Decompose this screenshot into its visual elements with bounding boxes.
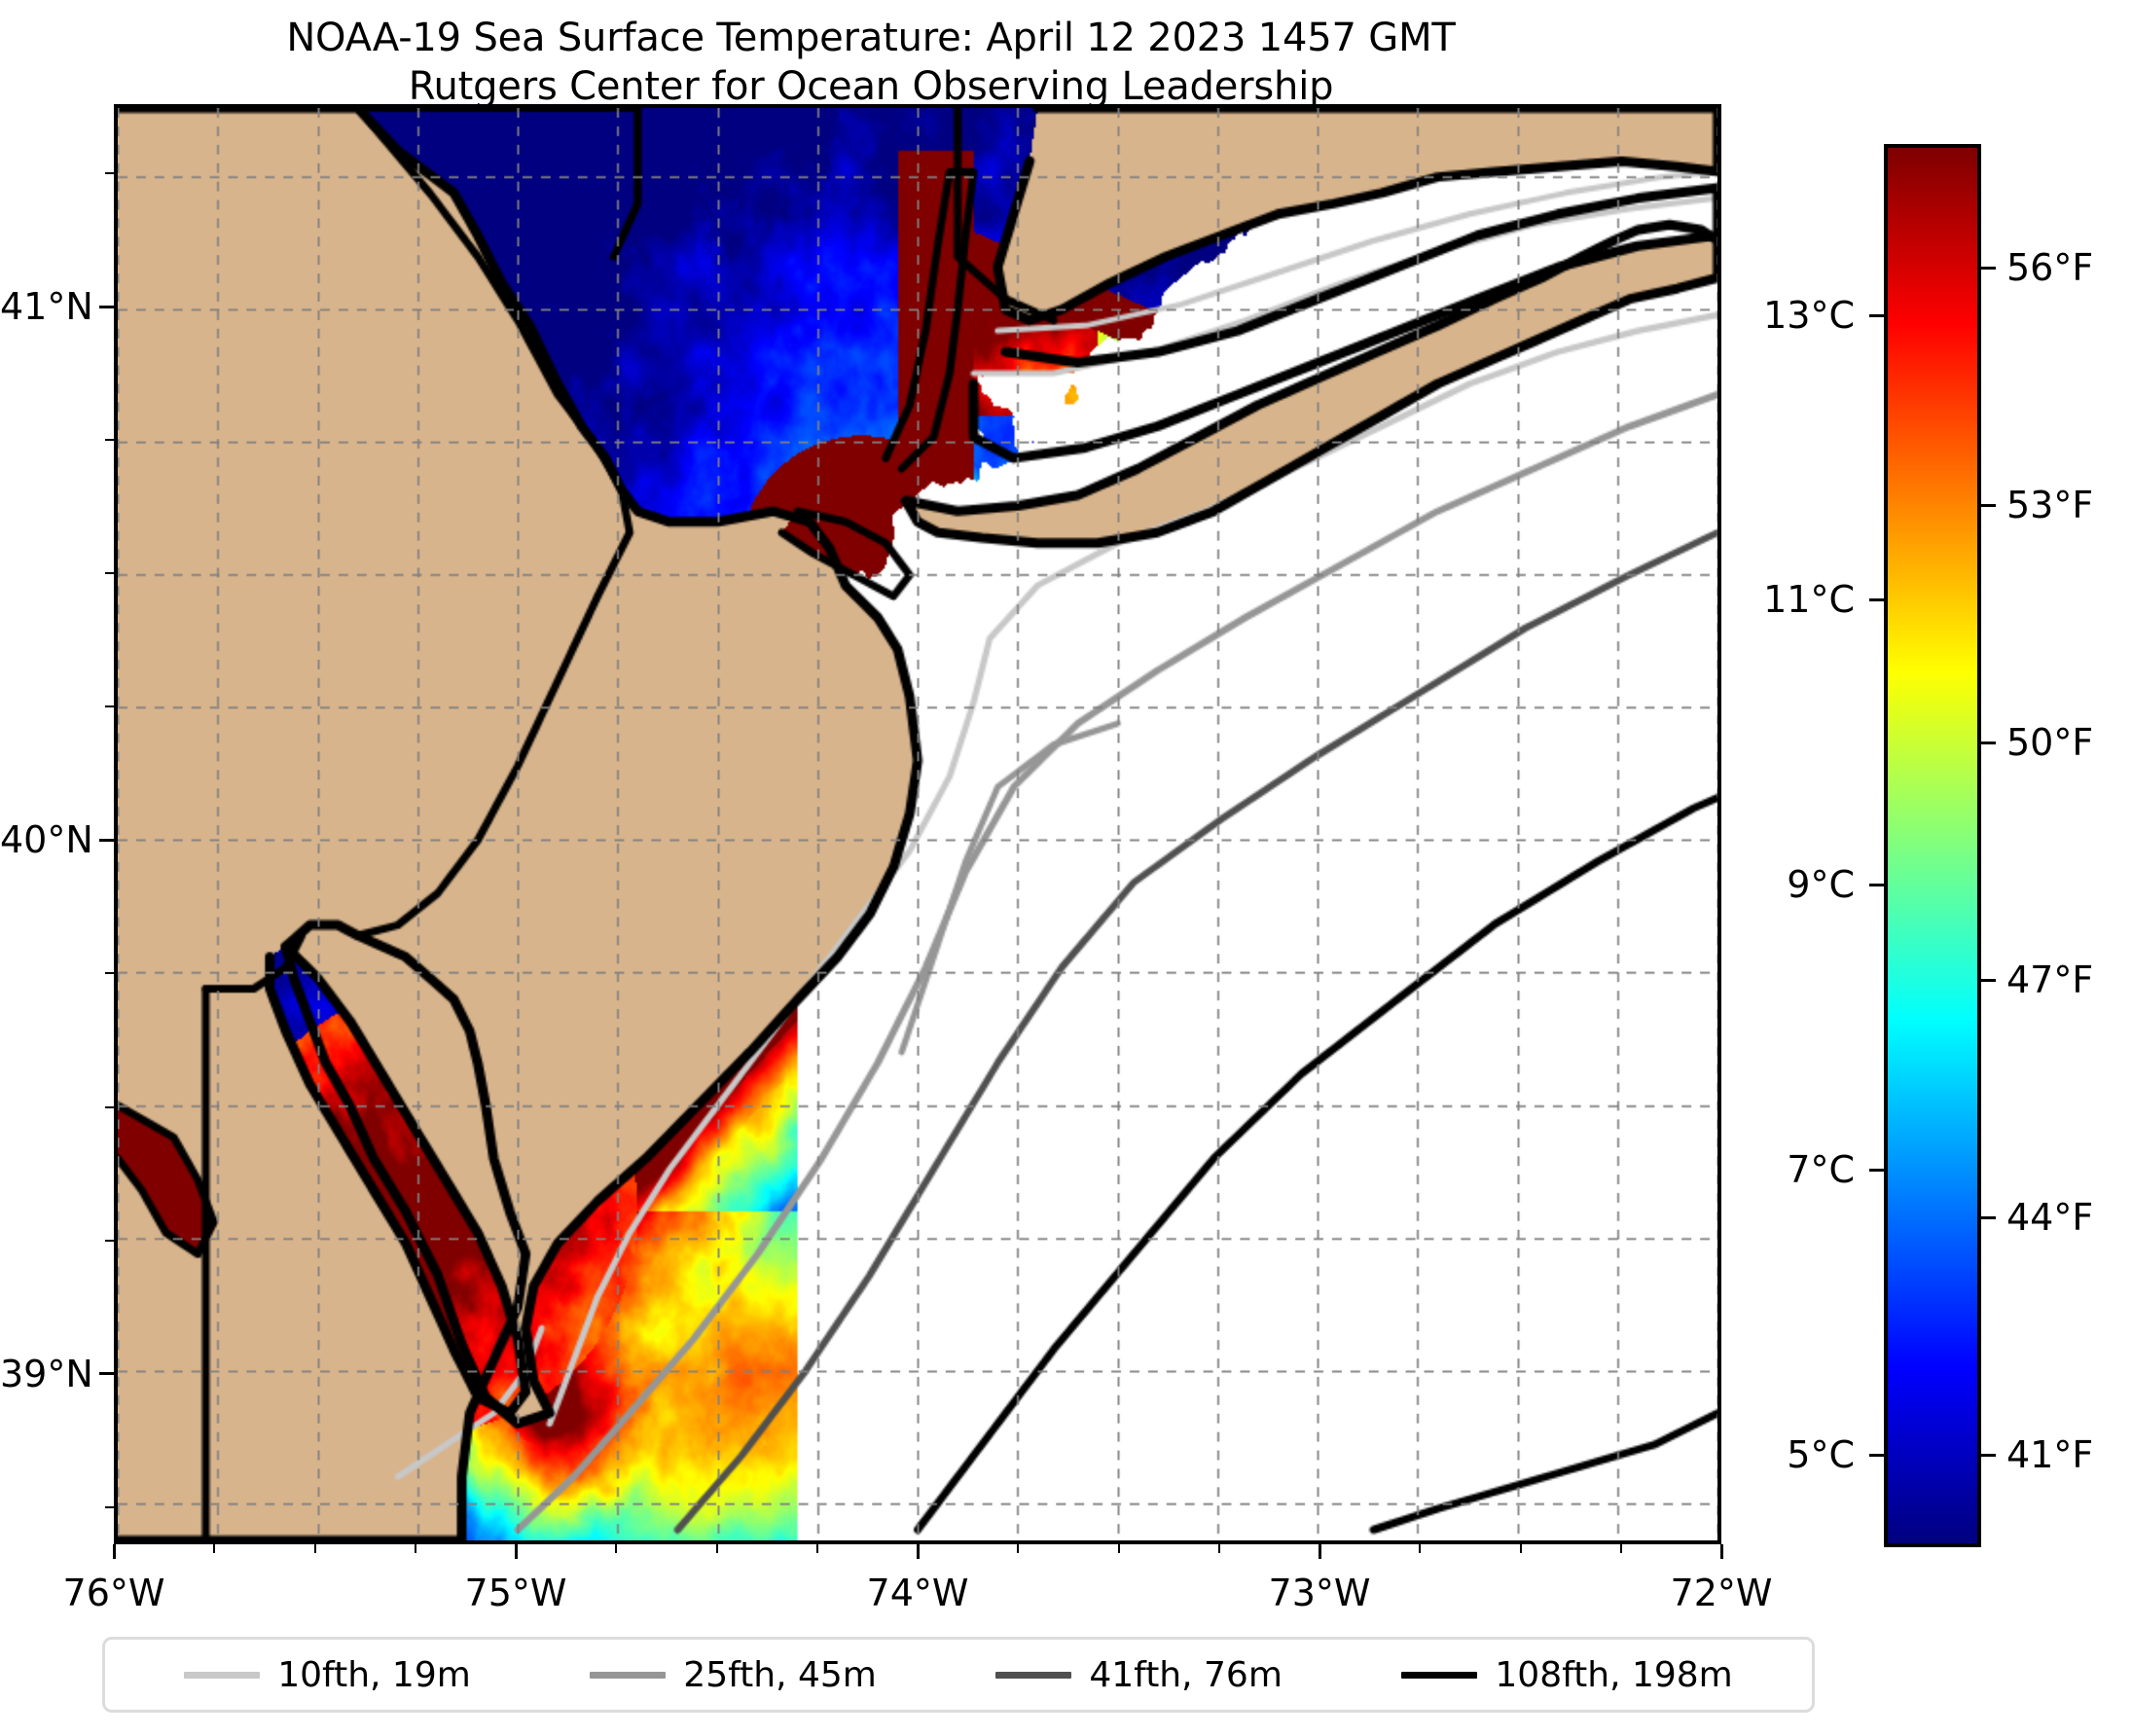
- colorbar-tick-celsius: [1869, 884, 1884, 887]
- colorbar-label-fahrenheit: 44°F: [2006, 1195, 2094, 1239]
- x-axis-tick-minor: [1017, 1544, 1020, 1553]
- isobath-line-swatch: [1401, 1671, 1478, 1679]
- x-axis-tick-major: [1318, 1544, 1321, 1559]
- colorbar-tick-fahrenheit: [1981, 1215, 1996, 1219]
- legend-entry: 10fth, 19m: [184, 1655, 471, 1695]
- y-axis-tick-minor: [105, 705, 114, 708]
- y-axis-tick-minor: [105, 1105, 114, 1108]
- isobath-line-swatch: [995, 1671, 1072, 1679]
- legend-entry: 41fth, 76m: [995, 1655, 1283, 1695]
- colorbar-label-celsius: 5°C: [1787, 1432, 1855, 1476]
- colorbar-tick-celsius: [1869, 1169, 1884, 1173]
- y-axis-tick-minor: [105, 1505, 114, 1508]
- y-axis-tick-minor: [105, 1239, 114, 1242]
- colorbar-label-celsius: 13°C: [1763, 293, 1855, 337]
- colorbar-tick-fahrenheit: [1981, 266, 1996, 270]
- x-axis-tick-major: [1719, 1544, 1723, 1559]
- y-axis-label: 40°N: [0, 818, 93, 862]
- colorbar-label-fahrenheit: 53°F: [2006, 483, 2094, 526]
- isobath-line-swatch: [184, 1671, 261, 1679]
- x-axis-tick-minor: [213, 1544, 216, 1553]
- page-title: NOAA-19 Sea Surface Temperature: April 1…: [0, 14, 1742, 111]
- x-axis-tick-major: [112, 1544, 116, 1559]
- x-axis-tick-minor: [1117, 1544, 1120, 1553]
- y-axis-tick-major: [99, 838, 114, 842]
- colorbar: [1884, 144, 1981, 1547]
- colorbar-label-fahrenheit: 50°F: [2006, 720, 2094, 764]
- x-axis-label: 73°W: [1268, 1572, 1371, 1614]
- title-line-2: Rutgers Center for Ocean Observing Leade…: [408, 64, 1334, 109]
- colorbar-gradient: [1884, 144, 1981, 1547]
- x-axis-label: 72°W: [1670, 1572, 1773, 1614]
- colorbar-label-fahrenheit: 56°F: [2006, 245, 2094, 289]
- y-axis-tick-minor: [105, 572, 114, 575]
- x-axis-tick-major: [916, 1544, 920, 1559]
- y-axis-label: 39°N: [0, 1352, 93, 1395]
- colorbar-label-fahrenheit: 41°F: [2006, 1432, 2094, 1476]
- map-gridlines: [118, 108, 1717, 1540]
- x-axis-tick-minor: [815, 1544, 818, 1553]
- x-axis-label: 76°W: [62, 1572, 165, 1614]
- colorbar-tick-fahrenheit: [1981, 978, 1996, 982]
- legend-entry-label: 108fth, 198m: [1495, 1654, 1733, 1695]
- x-axis-label: 75°W: [464, 1572, 567, 1614]
- colorbar-tick-fahrenheit: [1981, 1453, 1996, 1457]
- x-axis-tick-minor: [1619, 1544, 1622, 1553]
- x-axis-tick-minor: [1419, 1544, 1422, 1553]
- y-axis-tick-major: [99, 1372, 114, 1376]
- colorbar-tick-celsius: [1869, 313, 1884, 317]
- x-axis-tick-minor: [1217, 1544, 1220, 1553]
- title-line-1: NOAA-19 Sea Surface Temperature: April 1…: [286, 16, 1456, 60]
- x-axis-tick-major: [514, 1544, 518, 1559]
- legend-entry-label: 10fth, 19m: [277, 1654, 471, 1695]
- x-axis-tick-minor: [715, 1544, 718, 1553]
- x-axis-tick-minor: [313, 1544, 316, 1553]
- legend-entry: 25fth, 45m: [590, 1655, 877, 1695]
- legend-entry: 108fth, 198m: [1401, 1654, 1733, 1695]
- y-axis-tick-minor: [105, 172, 114, 175]
- colorbar-tick-celsius: [1869, 598, 1884, 602]
- y-axis-tick-major: [99, 305, 114, 308]
- y-axis-label: 41°N: [0, 285, 93, 329]
- x-axis-tick-minor: [414, 1544, 416, 1553]
- y-axis-tick-minor: [105, 439, 114, 442]
- colorbar-label-fahrenheit: 47°F: [2006, 958, 2094, 1001]
- colorbar-label-celsius: 11°C: [1763, 578, 1855, 622]
- legend-entry-label: 25fth, 45m: [683, 1654, 877, 1695]
- colorbar-tick-fahrenheit: [1981, 503, 1996, 507]
- colorbar-label-celsius: 7°C: [1787, 1148, 1855, 1192]
- colorbar-tick-celsius: [1869, 1453, 1884, 1457]
- colorbar-label-celsius: 9°C: [1787, 863, 1855, 907]
- colorbar-tick-fahrenheit: [1981, 741, 1996, 744]
- x-axis-label: 74°W: [866, 1572, 969, 1614]
- x-axis-tick-minor: [1519, 1544, 1522, 1553]
- x-axis-tick-minor: [615, 1544, 618, 1553]
- sst-map-axes: [114, 104, 1721, 1544]
- isobath-line-swatch: [590, 1671, 667, 1679]
- isobath-legend: 10fth, 19m 25fth, 45m 41fth, 76m 108fth, 19…: [102, 1637, 1815, 1713]
- y-axis-tick-minor: [105, 972, 114, 975]
- legend-entry-label: 41fth, 76m: [1089, 1654, 1283, 1695]
